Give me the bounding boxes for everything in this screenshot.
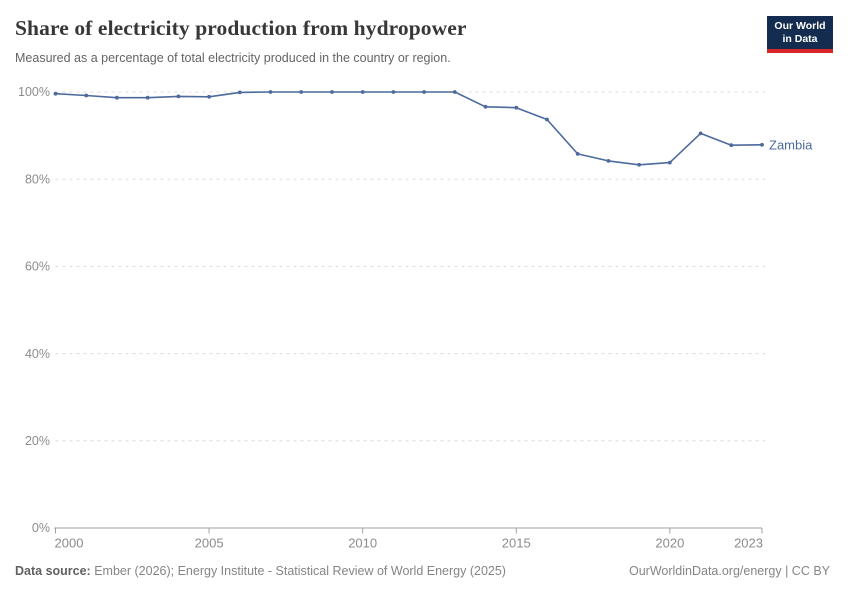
data-point-marker	[176, 94, 181, 99]
data-point-marker	[698, 131, 703, 136]
chart-subtitle: Measured as a percentage of total electr…	[15, 51, 451, 65]
owid-logo-line1: Our World	[774, 20, 826, 32]
page-title: Share of electricity production from hyd…	[15, 16, 467, 40]
x-tick-label: 2020	[655, 536, 684, 551]
x-tick-label: 2010	[348, 536, 377, 551]
data-point-marker	[115, 95, 119, 100]
data-point-marker	[760, 142, 764, 147]
data-point-marker	[330, 90, 334, 94]
x-tick-label: 2015	[502, 536, 531, 551]
data-point-marker	[575, 152, 580, 156]
data-point-marker	[483, 104, 488, 109]
series-line	[55, 91, 763, 166]
y-tick-label: 100%	[18, 85, 50, 99]
y-tick-label: 80%	[25, 172, 50, 186]
data-point-marker	[637, 162, 641, 167]
y-tick-label: 20%	[25, 434, 50, 448]
x-tick-label: 2000	[55, 536, 84, 551]
data-point-marker	[145, 95, 150, 100]
data-point-marker	[729, 143, 734, 148]
data-point-marker	[360, 90, 365, 94]
y-tick-label: 40%	[25, 347, 50, 361]
data-point-marker	[391, 90, 396, 94]
data-source-text: Ember (2026); Energy Institute - Statist…	[94, 564, 506, 578]
y-tick-label: 0%	[32, 521, 50, 535]
data-point-marker	[84, 93, 89, 98]
data-point-marker	[606, 159, 611, 163]
data-point-marker	[452, 90, 457, 94]
chart-footer: Data source: Ember (2026); Energy Instit…	[15, 564, 830, 578]
data-point-marker	[207, 94, 212, 99]
data-source-label: Data source:	[15, 564, 91, 578]
owid-url-license[interactable]: OurWorldinData.org/energy | CC BY	[628, 564, 830, 578]
data-point-marker	[545, 117, 549, 122]
data-point-marker	[53, 91, 58, 96]
data-source-note: Data source: Ember (2026); Energy Instit…	[15, 564, 506, 578]
owid-logo[interactable]: Our World in Data	[767, 16, 833, 54]
data-point-marker	[514, 105, 519, 110]
owid-logo-line2: in Data	[782, 33, 818, 46]
data-point-marker	[422, 90, 426, 94]
y-tick-label: 60%	[25, 260, 50, 274]
data-point-marker	[268, 90, 273, 94]
data-point-marker	[237, 90, 242, 95]
data-point-marker	[299, 90, 304, 94]
series-entity-label: Zambia	[769, 137, 813, 152]
data-point-marker	[667, 160, 672, 165]
x-tick-label: 2005	[195, 536, 224, 551]
x-tick-label: 2023	[734, 536, 763, 551]
